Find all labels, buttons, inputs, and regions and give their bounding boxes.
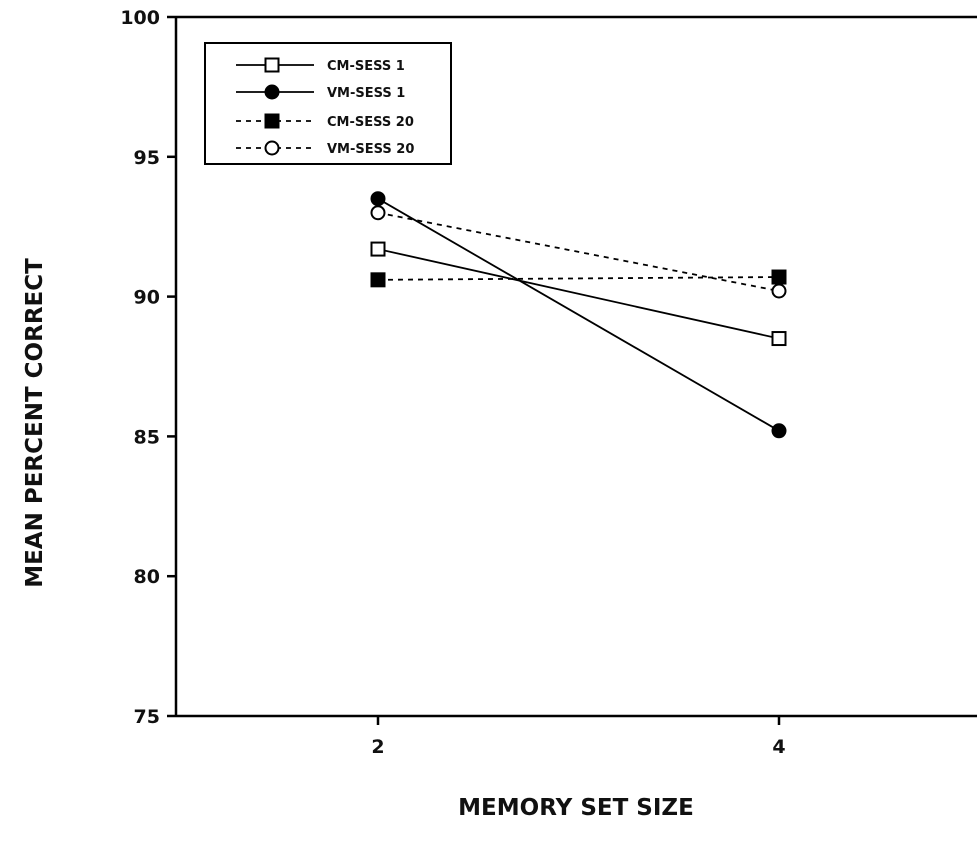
data-point: [771, 269, 787, 285]
legend-marker: [264, 113, 280, 129]
legend-item: VM-SESS 20: [236, 140, 414, 157]
series-cm-sess-1: [370, 241, 787, 347]
series-layer: [370, 191, 787, 439]
legend-label: CM-SESS 20: [327, 115, 414, 130]
x-axis-title: MEMORY SET SIZE: [458, 795, 694, 821]
series-vm-sess-20: [370, 205, 787, 299]
y-tick-label: 85: [134, 426, 160, 448]
y-tick-label: 80: [134, 566, 160, 588]
legend-item: CM-SESS 20: [236, 113, 414, 130]
legend-item: CM-SESS 1: [236, 57, 405, 74]
series-cm-sess-20: [370, 269, 787, 288]
data-point: [370, 272, 386, 288]
y-tick-label: 95: [134, 147, 160, 169]
x-tick-label: 2: [371, 736, 384, 758]
legend-marker: [264, 84, 280, 100]
series-line: [377, 197, 780, 432]
legend-label: CM-SESS 1: [327, 59, 405, 74]
y-axis-title: MEAN PERCENT CORRECT: [22, 258, 48, 588]
series-line: [377, 211, 780, 292]
legend-marker: [264, 140, 280, 156]
y-tick-label: 100: [120, 7, 160, 29]
series-line: [377, 248, 780, 340]
x-tick-label: 4: [772, 736, 785, 758]
data-point: [370, 241, 386, 257]
series-line: [377, 276, 780, 281]
data-point: [771, 423, 787, 439]
data-point: [370, 191, 386, 207]
legend-label: VM-SESS 1: [327, 86, 405, 101]
y-tick-label: 75: [134, 706, 160, 728]
legend-item: VM-SESS 1: [236, 84, 405, 101]
series-vm-sess-1: [370, 191, 787, 439]
plot-axes: [174, 15, 977, 718]
legend-box: [204, 42, 452, 165]
y-tick-label: 90: [134, 287, 160, 309]
legend-marker: [264, 57, 280, 73]
data-point: [771, 283, 787, 299]
legend: CM-SESS 1 VM-SESS 1 CM-SESS 20 VM-SESS 20: [204, 42, 452, 165]
legend-label: VM-SESS 20: [327, 142, 414, 157]
y-axis-ticks: 75 80 85 90 95 100: [120, 7, 176, 728]
data-point: [771, 331, 787, 347]
data-point: [370, 205, 386, 221]
